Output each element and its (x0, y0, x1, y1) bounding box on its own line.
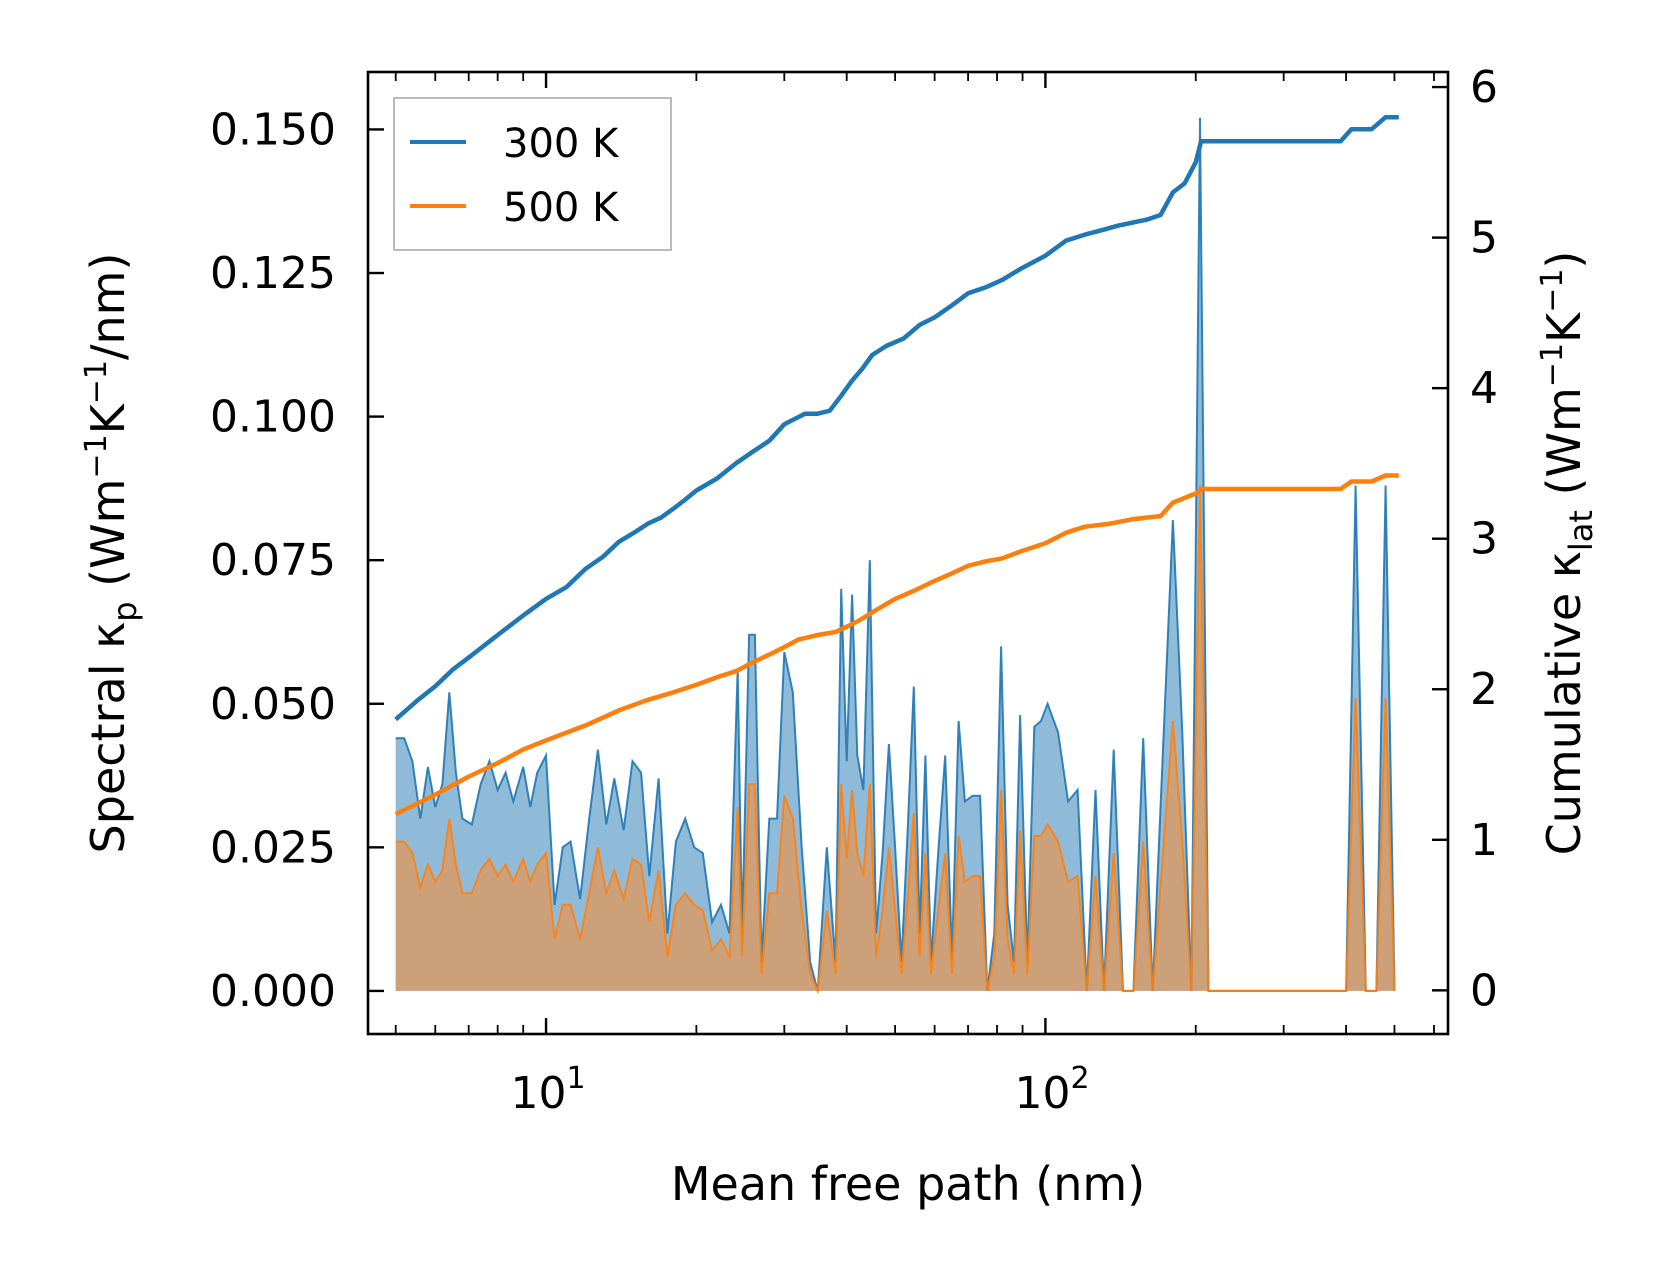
y-left-tick-label: 0.050 (210, 679, 336, 730)
x-tick-label-10: 101 (510, 1061, 585, 1119)
y-right-tick-label: 4 (1470, 363, 1498, 414)
y-right-tick-label: 6 (1470, 62, 1498, 113)
y-left-tick-label: 0.025 (210, 822, 336, 873)
x-tick-label-100: 102 (1014, 1061, 1089, 1119)
y-left-tick-label: 0.125 (210, 248, 336, 299)
plot-layer (394, 114, 1399, 995)
cumulative-line-500k (394, 473, 1399, 817)
y-left-tick-label: 0.000 (210, 966, 336, 1017)
y-right-tick-label: 2 (1470, 664, 1498, 715)
x-axis-label: Mean free path (nm) (671, 1157, 1145, 1211)
y-right-tick-label: 3 (1470, 514, 1498, 565)
y-axis-label-left: Spectral κp (Wm−1K−1/nm) (79, 253, 144, 854)
left-tick-labels: 0.000 0.025 0.050 0.075 0.100 0.125 0.15… (210, 104, 336, 1017)
legend-label-500k: 500 K (503, 185, 620, 231)
spectral-area-500k (395, 485, 1395, 991)
y-left-tick-label: 0.150 (210, 104, 336, 155)
y-right-tick-label: 0 (1470, 965, 1498, 1016)
ticks-layer (368, 72, 1448, 1034)
plot-frame (366, 70, 1450, 1036)
spectral-line-300k (395, 117, 1396, 992)
legend-box (393, 97, 672, 251)
legend: 300 K 500 K (393, 97, 672, 251)
y-right-tick-label: 5 (1470, 213, 1498, 264)
right-tick-labels: 0 1 2 3 4 5 6 (1470, 62, 1498, 1016)
y-left-tick-label: 0.075 (210, 535, 336, 586)
y-left-tick-label: 0.100 (210, 392, 336, 443)
y-right-tick-label: 1 (1470, 815, 1498, 866)
legend-label-300k: 300 K (503, 121, 620, 167)
spectral-line-500k (395, 485, 1396, 995)
cumulative-line-300k (394, 114, 1399, 722)
y-axis-label-right: Cumulative κlat (Wm−1K−1) (1535, 251, 1600, 856)
